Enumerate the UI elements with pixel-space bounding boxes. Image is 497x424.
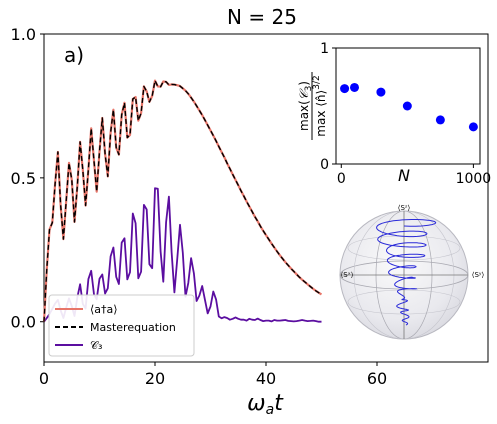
svg-text:max(𝒞3): max(𝒞3) (297, 81, 314, 131)
x-axis-label: ωat (247, 391, 284, 418)
y-tick-label-1: 0.5 (11, 169, 36, 188)
legend-label-c3: 𝒞₃ (90, 339, 102, 352)
inset-point-2 (376, 87, 386, 97)
bloch-trajectory (376, 219, 437, 326)
bloch-sphere: ⟨Sᶻ⟩ ⟨Sˣ⟩ ⟨Sʸ⟩ (339, 204, 485, 340)
bloch-label-z: ⟨Sᶻ⟩ (398, 204, 411, 212)
series-masterequation (43, 79, 322, 322)
inset-point-3 (402, 101, 412, 111)
x-tick-label-1: 20 (145, 369, 165, 388)
legend-box (48, 294, 195, 357)
inset-y-tick-label-0: 0 (320, 157, 329, 173)
inset-x-tick-label-1: 1000 (456, 171, 492, 187)
figure-title: N = 25 (227, 5, 297, 29)
inset-y-label: max(𝒞3) max ⟨n̂⟩3/2 (297, 72, 328, 140)
bloch-label-x: ⟨Sˣ⟩ (340, 271, 353, 279)
bloch-label-y: ⟨Sʸ⟩ (472, 271, 485, 279)
inset-plot: 0 1000 0 1 N max(𝒞3) max ⟨n̂⟩3/2 (297, 41, 491, 187)
inset-x-tick-label-0: 0 (337, 171, 346, 187)
inset-point-1 (349, 82, 359, 92)
inset-y-tick-label-1: 1 (320, 41, 329, 57)
legend: ⟨a†a⟩ Masterequation 𝒞₃ (48, 294, 195, 357)
x-tick-label-3: 60 (367, 369, 387, 388)
x-tick-label-2: 40 (256, 369, 276, 388)
svg-text:max ⟨n̂⟩3/2: max ⟨n̂⟩3/2 (312, 75, 328, 136)
x-tick-label-0: 0 (39, 369, 49, 388)
series-c3 (43, 187, 322, 323)
inset-x-label: N (398, 166, 410, 185)
inset-point-0 (340, 84, 350, 94)
main-plot: a) 0 20 40 60 0.0 0.5 1.0 ωat (11, 25, 489, 418)
inset-point-4 (435, 115, 445, 125)
series-mean-n (42, 79, 323, 322)
legend-label-master: Masterequation (90, 321, 176, 334)
legend-label-mean-n: ⟨a†a⟩ (90, 303, 118, 316)
panel-label: a) (64, 43, 84, 67)
y-tick-label-0: 0.0 (11, 313, 36, 332)
y-tick-label-2: 1.0 (11, 25, 36, 44)
inset-point-5 (468, 122, 478, 132)
